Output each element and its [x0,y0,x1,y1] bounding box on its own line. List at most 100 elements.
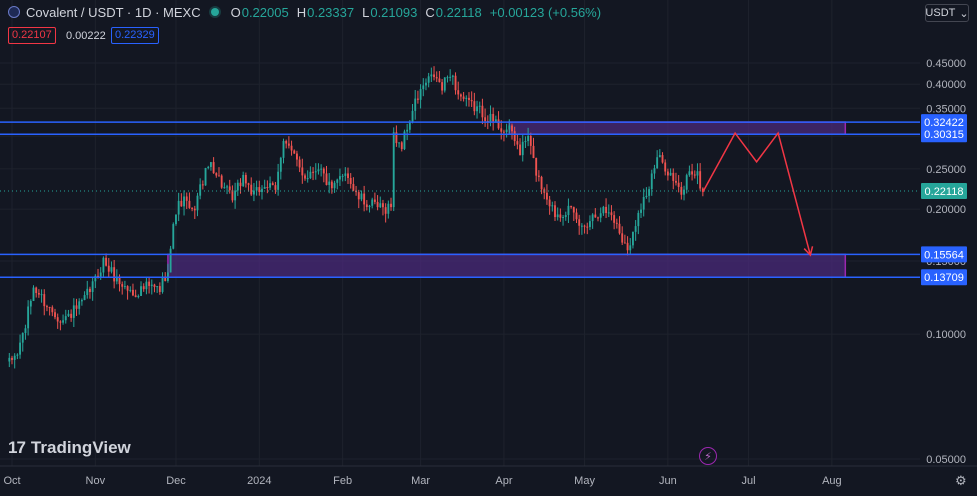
candle-body [540,176,543,190]
price-label-text: 0.32422 [924,117,964,129]
candle-body [621,233,624,243]
candle-body [516,141,519,145]
buy-price-button[interactable]: 0.22329 [111,27,159,44]
time-scale[interactable]: Oct Nov Dec 2024 Feb Mar Apr May Jun Jul Aug [0,465,977,496]
candle [696,163,699,185]
candle [129,286,132,293]
currency-selector[interactable]: USDT ⌄ [925,4,969,22]
ohlc-low-label: L [362,4,370,20]
candle-body [161,277,164,292]
candle [602,205,605,216]
candle [454,72,457,95]
candle-body [481,105,484,118]
price-label-text: 0.15564 [924,249,964,261]
x-tick-label: Mar [411,475,430,487]
candle-body [352,183,355,191]
candle-body [556,214,559,218]
candle [199,178,202,200]
candle-body [115,276,118,282]
candle [438,70,441,83]
candle-body [365,204,368,208]
candle [497,111,500,130]
candle-body [570,205,573,208]
candle [40,289,43,303]
gear-icon[interactable]: ⚙ [955,473,967,488]
candle [610,205,613,221]
candle-body [46,306,48,308]
candle-body [78,301,81,309]
candle-body [158,286,161,292]
candle-body [382,203,384,208]
candle-body [54,312,56,318]
candle-body [51,307,54,313]
candle [263,179,266,189]
price-scale[interactable]: 0.450000.400000.350000.300000.250000.200… [920,0,977,466]
lightning-icon[interactable]: ⚡ [699,447,717,465]
candle [183,190,185,216]
candle [312,167,315,181]
candle [56,313,59,329]
candle-body [220,175,223,188]
candle-body [67,313,70,317]
candle-body [56,317,59,322]
candle-body [118,276,121,285]
candle-body [48,307,51,309]
ohlc-low-value: 0.21093 [370,4,418,20]
candle-body [123,286,126,288]
candle [196,192,199,217]
candle [435,71,438,83]
candle [306,170,309,183]
candle-body [376,201,379,208]
candle [207,165,210,170]
candle [341,174,344,182]
candle-body [344,173,347,176]
candle [110,261,113,274]
candle [134,289,137,298]
candle-body [610,212,613,216]
candle-body [333,182,336,189]
candle [266,180,269,194]
price-scale-bg [920,0,977,466]
candle [492,107,495,131]
market-status-icon[interactable] [210,8,219,16]
candle-body [274,185,277,190]
candle-body [244,174,247,184]
candle [462,91,465,102]
candle [29,299,32,315]
candle-body [605,206,608,213]
candle [637,210,640,235]
candle-body [212,162,215,174]
candle-body [527,135,530,142]
candle [193,205,196,219]
projection-arrow [702,131,814,257]
candle [605,198,608,219]
candle-body [16,354,19,356]
candle-body [183,196,185,207]
candle [457,81,460,100]
candle [236,179,239,196]
candle [142,283,145,292]
candle [459,93,462,102]
tradingview-logo[interactable]: 17 TradingView [8,438,131,458]
candle-body [449,76,452,78]
candle-body [564,215,567,218]
candle [150,279,153,295]
candle-body [223,187,226,189]
candle [658,149,661,158]
candle [675,172,677,186]
candle-body [201,184,204,186]
candle-body [559,214,562,218]
candle-body [145,281,148,290]
candle [80,298,83,306]
candle-body [99,272,102,278]
symbol-title[interactable]: Covalent / USDT · 1D · MEXC [26,4,201,20]
candle [285,139,288,149]
sell-price-button[interactable]: 0.22107 [8,27,56,44]
candle-body [24,328,27,333]
candle-body [521,141,524,156]
candle [99,267,102,280]
candle-body [615,222,618,224]
candle [255,180,258,196]
candle [102,256,105,278]
